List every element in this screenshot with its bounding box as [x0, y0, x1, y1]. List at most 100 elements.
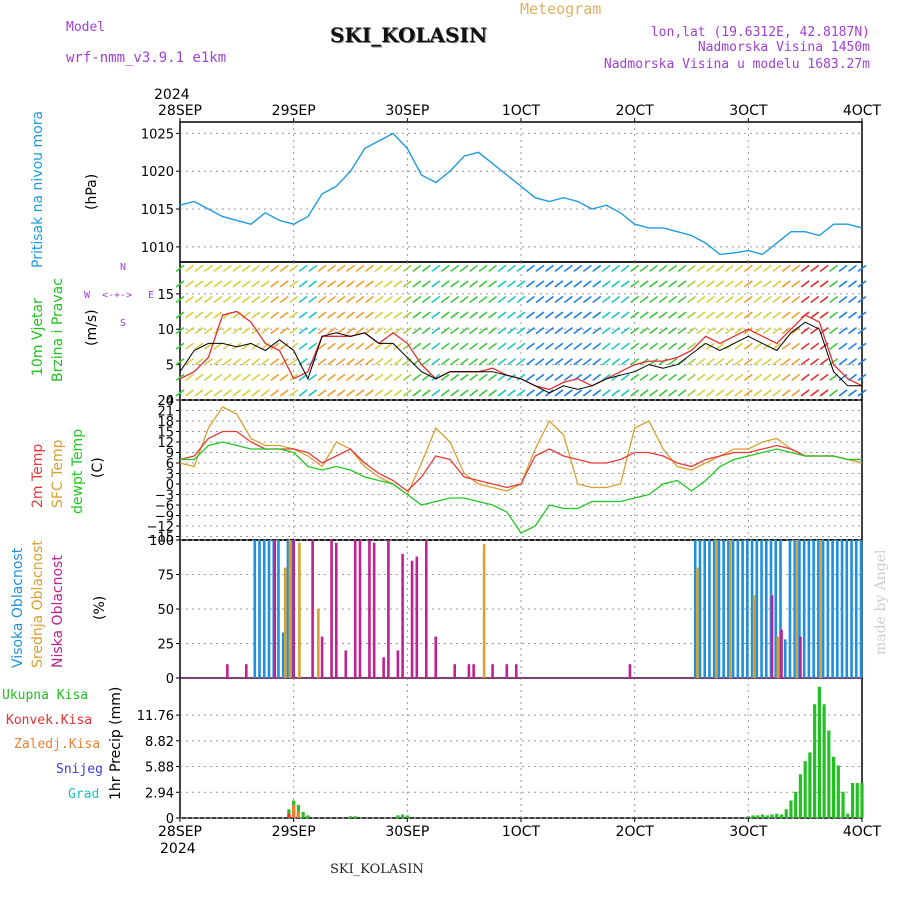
wind-barb-mark [308, 295, 318, 304]
y-tick-label: 18 [157, 415, 174, 430]
wind-barb-mark [440, 373, 450, 381]
wind-barb-mark [336, 280, 346, 288]
wind-barb-mark [848, 342, 858, 350]
pressure-line [179, 132, 863, 256]
wind-barb-mark [668, 389, 678, 397]
wind-barb-mark [753, 342, 763, 350]
wind-barb-mark [270, 295, 280, 304]
wind-barb-mark [374, 264, 384, 273]
cloud-bar [467, 664, 471, 678]
cloud-bar [854, 540, 858, 678]
wind-barb-mark [459, 342, 469, 350]
cloud-bar [807, 540, 811, 678]
wind-barb-mark [327, 358, 337, 366]
wind-barb-mark [668, 295, 678, 304]
wind-barb-mark [781, 342, 791, 350]
wind-barb-mark [734, 342, 744, 350]
wind-barb-mark [743, 280, 753, 288]
wind-barb-mark [601, 280, 611, 288]
wind-barb-mark [421, 327, 431, 335]
wind-barb-mark [696, 327, 706, 335]
wind-barb-mark [402, 389, 412, 397]
wind-barb-mark [620, 373, 630, 381]
wind-barb-mark [649, 311, 659, 319]
wind-barb-mark [743, 264, 753, 273]
wind-barb-mark [317, 295, 327, 304]
wind-barb-mark [544, 311, 554, 319]
wind-barb-mark [668, 358, 678, 366]
wind-barb-mark [734, 264, 744, 273]
wind-barb-mark [762, 373, 772, 381]
wind-barb-mark [308, 327, 318, 335]
wind-barb-mark [592, 327, 602, 335]
precip-legend-total: Ukupna Kisa [2, 688, 89, 703]
precip-bar [808, 752, 812, 818]
wind-barb-mark [279, 358, 289, 366]
wind-barb-mark [715, 280, 725, 288]
cloud-bar [859, 540, 863, 678]
wind-barb-mark [383, 264, 393, 273]
wind-barb-mark [203, 373, 213, 381]
cloud-bar [799, 636, 802, 678]
wind-barb-mark [336, 311, 346, 319]
wind-barb-mark [364, 373, 374, 381]
dewpt-line [180, 441, 862, 534]
wind-barb-mark [601, 295, 611, 304]
wind-barb-mark [611, 327, 621, 335]
wind-barb-mark [544, 280, 554, 288]
wind-barb-mark [687, 264, 696, 273]
wind-barb-mark [279, 311, 289, 319]
wind-barb-mark [355, 295, 365, 304]
cloud-bar [514, 664, 518, 678]
wind-barb-mark [251, 311, 261, 319]
cloud-bar [788, 540, 792, 678]
date-tick-bottom: 28SEP [158, 824, 202, 840]
cloud-bar [712, 540, 716, 678]
wind-barb-mark [592, 342, 602, 350]
wind-barb-mark [184, 295, 194, 304]
wind-barb-mark [488, 373, 498, 381]
wind-barb-mark [488, 264, 498, 273]
wind-barb-mark [554, 373, 564, 381]
wind-barb-mark [440, 295, 450, 304]
precip-bar [817, 686, 821, 818]
wind-barb-mark [298, 342, 308, 350]
wind-barb-mark [336, 389, 346, 397]
wind-barb-mark [289, 264, 299, 273]
precip-bar [306, 815, 310, 818]
wind-barb-mark [791, 280, 801, 288]
wind-barb-mark [440, 311, 450, 319]
precip-bar [287, 813, 291, 818]
wind-barb-mark [383, 358, 393, 366]
wind-barb-mark [781, 389, 791, 397]
wind-barb-mark [724, 264, 734, 273]
wind-barb-mark [203, 264, 213, 273]
wind-barb-mark [459, 280, 469, 288]
wind-barb-mark [781, 280, 791, 288]
cloud-bar [292, 540, 295, 678]
wind-barb-mark [478, 327, 488, 335]
wind-dir-n: N [120, 262, 127, 273]
wind-barb-mark [184, 373, 194, 381]
wind-barb-mark [421, 264, 431, 273]
wind-barb-mark [611, 358, 621, 366]
wind-barb-mark [810, 280, 820, 288]
wind-barb-mark [525, 295, 535, 304]
wind-barb-mark [592, 280, 602, 288]
wind-barb-mark [838, 389, 848, 397]
y-tick-label: 1015 [141, 203, 174, 218]
wind-barb-mark [459, 358, 469, 366]
wind-barb-mark [488, 295, 498, 304]
wind-barb-mark [800, 280, 810, 288]
cloud-bar [774, 540, 778, 678]
wind-barb-mark [412, 295, 422, 304]
lonlat-label: lon,lat (19.6312E, 42.8187N) [650, 25, 870, 40]
wind-barb-mark [857, 342, 867, 350]
wind-barb-mark [355, 264, 365, 273]
wind-barb-mark [317, 373, 327, 381]
wind-barb-mark [535, 280, 545, 288]
wind-barb-mark [762, 389, 772, 397]
wind-barb-mark [525, 373, 535, 381]
wind-barb-mark [611, 264, 621, 273]
wind-barb-mark [516, 264, 526, 273]
